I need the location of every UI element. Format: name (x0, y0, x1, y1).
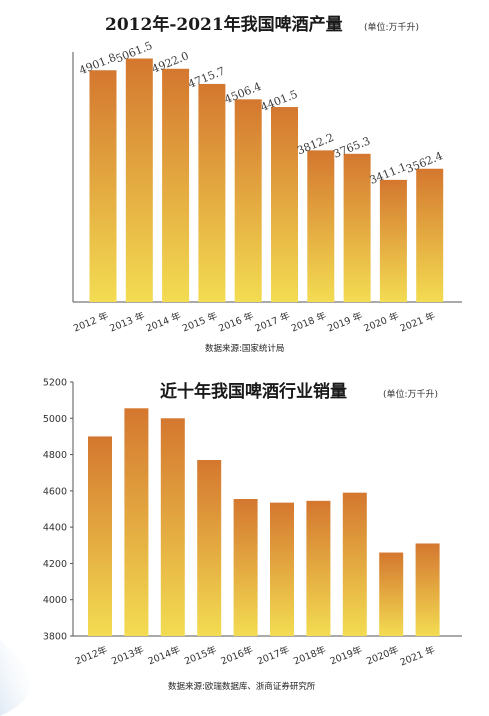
chart1-x-tick-label: 2020 年 (362, 309, 401, 334)
chart1-bar (307, 150, 335, 302)
background-swoosh (0, 640, 30, 716)
chart2-bar (124, 408, 149, 636)
chart2-x-tick-label: 2020年 (365, 643, 401, 667)
chart2-y-tick-label: 3800 (43, 632, 67, 643)
chart1-bar (234, 99, 262, 302)
chart2-x-tick-label: 2014年 (146, 643, 182, 667)
chart2-x-tick-label: 2017年 (255, 643, 291, 667)
chart2-bar (197, 460, 222, 636)
chart1-bar (271, 107, 298, 302)
chart2-unit: (单位:万千升) (383, 388, 438, 400)
chart1-bar (125, 58, 153, 302)
chart1-x-tick-label: 2017 年 (253, 309, 292, 334)
chart2-x-tick-label: 2019年 (328, 643, 364, 667)
chart-sales: 近十年我国啤酒行业销量 (单位:万千升) 3800 4000 4200 4400 460… (43, 378, 462, 692)
chart1-unit: (单位:万千升) (364, 21, 419, 33)
chart1-x-tick-label: 2015 年 (180, 309, 219, 334)
chart2-y-tick-label: 4200 (43, 559, 67, 570)
chart1-bar (343, 153, 371, 302)
chart1-x-tick-label: 2012 年 (72, 309, 111, 334)
chart2-x-tick-label: 2018年 (292, 643, 328, 667)
chart1-x-tick-label: 2018 年 (289, 309, 328, 334)
chart1-bar (162, 68, 190, 302)
chart1-bar (198, 83, 226, 302)
chart1-bar (89, 70, 117, 302)
chart2-x-tick-label: 2021 年 (398, 643, 437, 668)
chart2-title: 近十年我国啤酒行业销量 (160, 381, 347, 402)
chart2-y-tick-label: 4400 (43, 523, 67, 534)
chart2-y-tick-labels: 3800 4000 4200 4400 4600 4800 5000 5200 (43, 378, 73, 643)
chart2-y-tick-label: 4600 (43, 486, 67, 497)
chart2-x-tick-label: 2013年 (110, 643, 146, 667)
chart2-x-tick-label: 2016年 (219, 643, 255, 667)
chart1-x-tick-label: 2016 年 (217, 309, 256, 334)
chart2-y-tick-label: 5000 (43, 414, 67, 425)
chart2-bars (88, 408, 440, 636)
chart2-y-tick-label: 4000 (43, 595, 67, 606)
chart2-bar (233, 499, 258, 636)
chart2-x-tick-label: 2015年 (183, 643, 219, 667)
chart1-bars (89, 58, 444, 302)
chart2-source: 数据来源:欧瑞数据库、浙商证券研究所 (168, 681, 316, 692)
chart1-source: 数据来源:国家统计局 (205, 343, 284, 354)
chart1-x-tick-label: 2019 年 (326, 309, 365, 334)
chart1-bar (379, 179, 407, 302)
chart2-x-tick-labels: 2012年 2013年 2014年 2015年 2016年 2017年 2018年 2019年… (73, 643, 437, 668)
chart2-bar (160, 418, 185, 636)
chart-production: 2012年-2021年我国啤酒产量 (单位:万千升) 4901.85061.54… (72, 14, 462, 354)
chart2-bar (342, 492, 367, 636)
chart2-y-tick-label: 4800 (43, 450, 67, 461)
chart2-y-tick-label: 5200 (43, 378, 67, 389)
chart1-bar (416, 168, 444, 302)
chart2-bar (379, 552, 404, 636)
chart1-x-tick-label: 2013 年 (108, 309, 147, 334)
chart2-bar (415, 543, 440, 636)
chart1-x-tick-label: 2021 年 (398, 309, 437, 334)
chart1-x-tick-label: 2014 年 (144, 309, 183, 334)
chart2-bar (306, 500, 331, 636)
chart1-title: 2012年-2021年我国啤酒产量 (105, 14, 343, 35)
chart2-bar (270, 502, 294, 636)
chart2-bar (88, 436, 112, 636)
chart2-x-tick-label: 2012年 (73, 643, 109, 667)
